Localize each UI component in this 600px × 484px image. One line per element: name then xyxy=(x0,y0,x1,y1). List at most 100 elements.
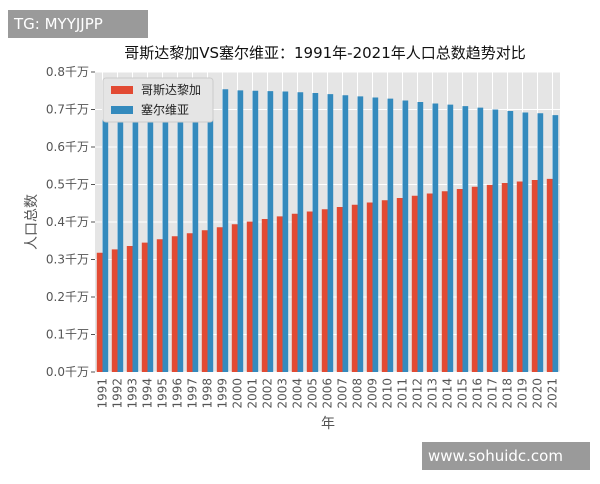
bar xyxy=(477,107,484,372)
x-tick-label: 1994 xyxy=(141,378,155,409)
x-axis-label: 年 xyxy=(321,416,335,432)
bar xyxy=(396,198,403,372)
bar xyxy=(342,95,349,372)
watermark: TG: MYYJJPP xyxy=(13,15,103,33)
bar xyxy=(261,219,268,372)
x-tick-label: 2008 xyxy=(351,378,365,409)
bar xyxy=(426,193,433,372)
x-tick-label: 2012 xyxy=(411,378,425,409)
x-tick-label: 2019 xyxy=(516,378,530,409)
x-tick-label: 2009 xyxy=(366,378,380,409)
x-tick-label: 2006 xyxy=(321,378,335,409)
bar xyxy=(531,180,538,372)
x-tick-label: 1992 xyxy=(111,378,125,409)
bar xyxy=(372,97,379,372)
bar xyxy=(297,92,304,372)
x-tick-label: 2002 xyxy=(261,378,275,409)
y-tick-label: 0.6千万 xyxy=(46,140,89,154)
bar xyxy=(141,242,148,372)
x-tick-label: 1996 xyxy=(171,378,185,409)
bar xyxy=(411,195,418,372)
y-tick-label: 0.8千万 xyxy=(46,65,89,79)
legend-label: 塞尔维亚 xyxy=(141,102,189,117)
bar xyxy=(312,93,319,372)
bar xyxy=(231,224,238,372)
x-tick-label: 2017 xyxy=(486,378,500,409)
bar xyxy=(117,86,124,372)
y-tick-label: 0.3千万 xyxy=(46,253,89,267)
x-tick-label: 2020 xyxy=(531,378,545,409)
y-tick-label: 0.2千万 xyxy=(46,290,89,304)
bar xyxy=(351,204,358,372)
bar xyxy=(282,91,289,372)
y-tick-label: 0.0千万 xyxy=(46,365,89,379)
bar xyxy=(456,189,463,372)
bar xyxy=(492,109,499,372)
bar xyxy=(132,85,139,372)
y-tick-label: 0.1千万 xyxy=(46,328,89,342)
bar xyxy=(387,98,394,372)
bar xyxy=(552,115,559,372)
y-tick-label: 0.4千万 xyxy=(46,215,89,229)
x-tick-label: 2018 xyxy=(501,378,515,409)
bar xyxy=(366,202,373,372)
bar xyxy=(192,88,199,372)
watermark-box xyxy=(422,442,590,470)
bar xyxy=(96,252,103,372)
x-tick-label: 1997 xyxy=(186,378,200,409)
x-tick-label: 1991 xyxy=(96,378,110,409)
bar xyxy=(507,111,514,372)
legend-label: 哥斯达黎加 xyxy=(141,83,201,97)
x-tick-label: 1999 xyxy=(216,378,230,409)
x-tick-label: 2016 xyxy=(471,378,485,409)
x-tick-label: 1993 xyxy=(126,378,140,409)
x-tick-label: 2015 xyxy=(456,378,470,409)
x-tick-label: 2001 xyxy=(246,378,260,409)
bar xyxy=(222,89,229,372)
bar xyxy=(537,113,544,372)
x-tick-label: 2005 xyxy=(306,378,320,409)
bar xyxy=(447,104,454,372)
legend-swatch xyxy=(111,86,133,94)
x-tick-label: 2007 xyxy=(336,378,350,409)
y-axis-label: 人口总数 xyxy=(24,194,40,250)
bar xyxy=(462,106,469,372)
bar xyxy=(546,178,553,372)
bar xyxy=(381,200,388,372)
bar xyxy=(402,100,409,372)
watermark-box xyxy=(8,10,148,38)
bar xyxy=(171,236,178,372)
bar xyxy=(306,211,313,372)
bar xyxy=(321,209,328,372)
bar xyxy=(357,96,364,372)
bar xyxy=(201,230,208,372)
x-tick-label: 2013 xyxy=(426,378,440,409)
x-tick-label: 2011 xyxy=(396,378,410,409)
x-tick-label: 2014 xyxy=(441,378,455,409)
legend-swatch xyxy=(111,106,133,114)
bar xyxy=(417,102,424,372)
bar xyxy=(267,91,274,372)
bar xyxy=(237,90,244,372)
bar xyxy=(126,246,133,372)
bar xyxy=(336,207,343,372)
bar xyxy=(327,94,334,372)
bar xyxy=(147,86,154,372)
bar xyxy=(441,191,448,372)
bar xyxy=(216,227,223,372)
bar xyxy=(207,88,214,372)
bar xyxy=(432,103,439,372)
bar xyxy=(276,216,283,372)
y-tick-label: 0.7千万 xyxy=(46,103,89,117)
bar xyxy=(162,87,169,372)
x-tick-label: 2021 xyxy=(546,378,560,409)
bar xyxy=(291,213,298,372)
bar xyxy=(501,183,508,372)
bar xyxy=(102,87,109,372)
x-tick-label: 2010 xyxy=(381,378,395,409)
bar xyxy=(252,90,259,372)
bar xyxy=(486,184,493,372)
watermark: www.sohuidc.com xyxy=(428,447,563,465)
x-tick-label: 1995 xyxy=(156,378,170,409)
